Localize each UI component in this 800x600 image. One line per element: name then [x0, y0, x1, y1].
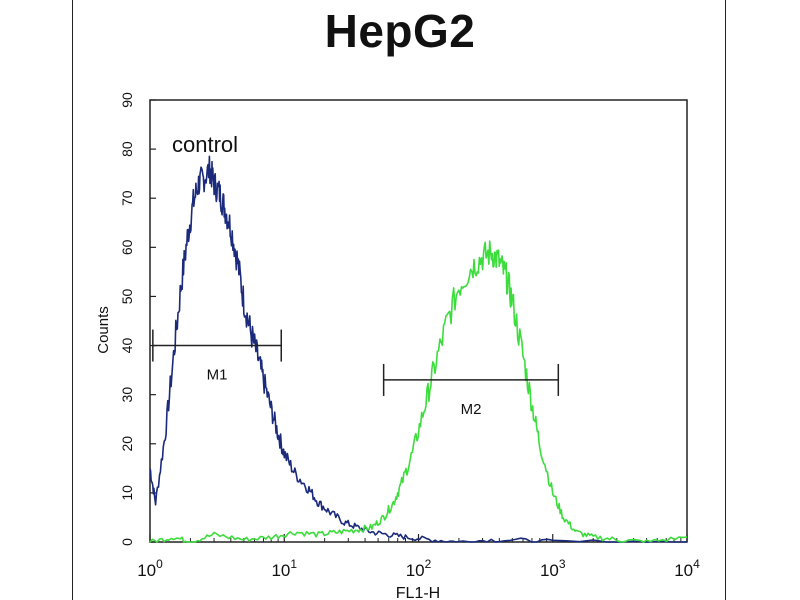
x-tick-label: 100 — [137, 557, 163, 580]
gate-markers: M1 M2 — [152, 329, 560, 418]
y-tick-label: 0 — [119, 538, 135, 546]
plot-area-border — [149, 99, 688, 543]
y-axis-label: Counts — [95, 306, 112, 354]
series-sample-line — [149, 240, 688, 543]
y-tick-label: 30 — [119, 387, 135, 403]
series-lines — [149, 155, 688, 543]
x-axis-ticks: 100 101 102 103 104 — [137, 534, 700, 580]
x-tick-label: 102 — [406, 557, 432, 580]
y-tick-label: 90 — [119, 92, 135, 108]
x-tick-label: 104 — [674, 557, 700, 580]
y-tick-label: 20 — [119, 436, 135, 452]
y-axis-ticks: 0 10 20 30 40 50 60 70 80 90 — [119, 92, 156, 546]
y-tick-label: 70 — [119, 190, 135, 206]
y-tick-label: 10 — [119, 485, 135, 501]
y-tick-label: 40 — [119, 338, 135, 354]
marker-label: M1 — [207, 367, 228, 384]
x-tick-label: 103 — [540, 557, 566, 580]
series-control-line — [149, 155, 687, 543]
chart-title: HepG2 — [324, 5, 476, 57]
x-axis-label: FL1-H — [396, 585, 440, 600]
y-tick-label: 60 — [119, 239, 135, 255]
chart-frame — [72, 0, 726, 600]
y-tick-label: 50 — [119, 288, 135, 304]
marker-label: M2 — [461, 401, 482, 418]
y-tick-label: 80 — [119, 141, 135, 157]
x-tick-label: 101 — [271, 557, 297, 580]
annotation-control: control — [172, 132, 238, 157]
